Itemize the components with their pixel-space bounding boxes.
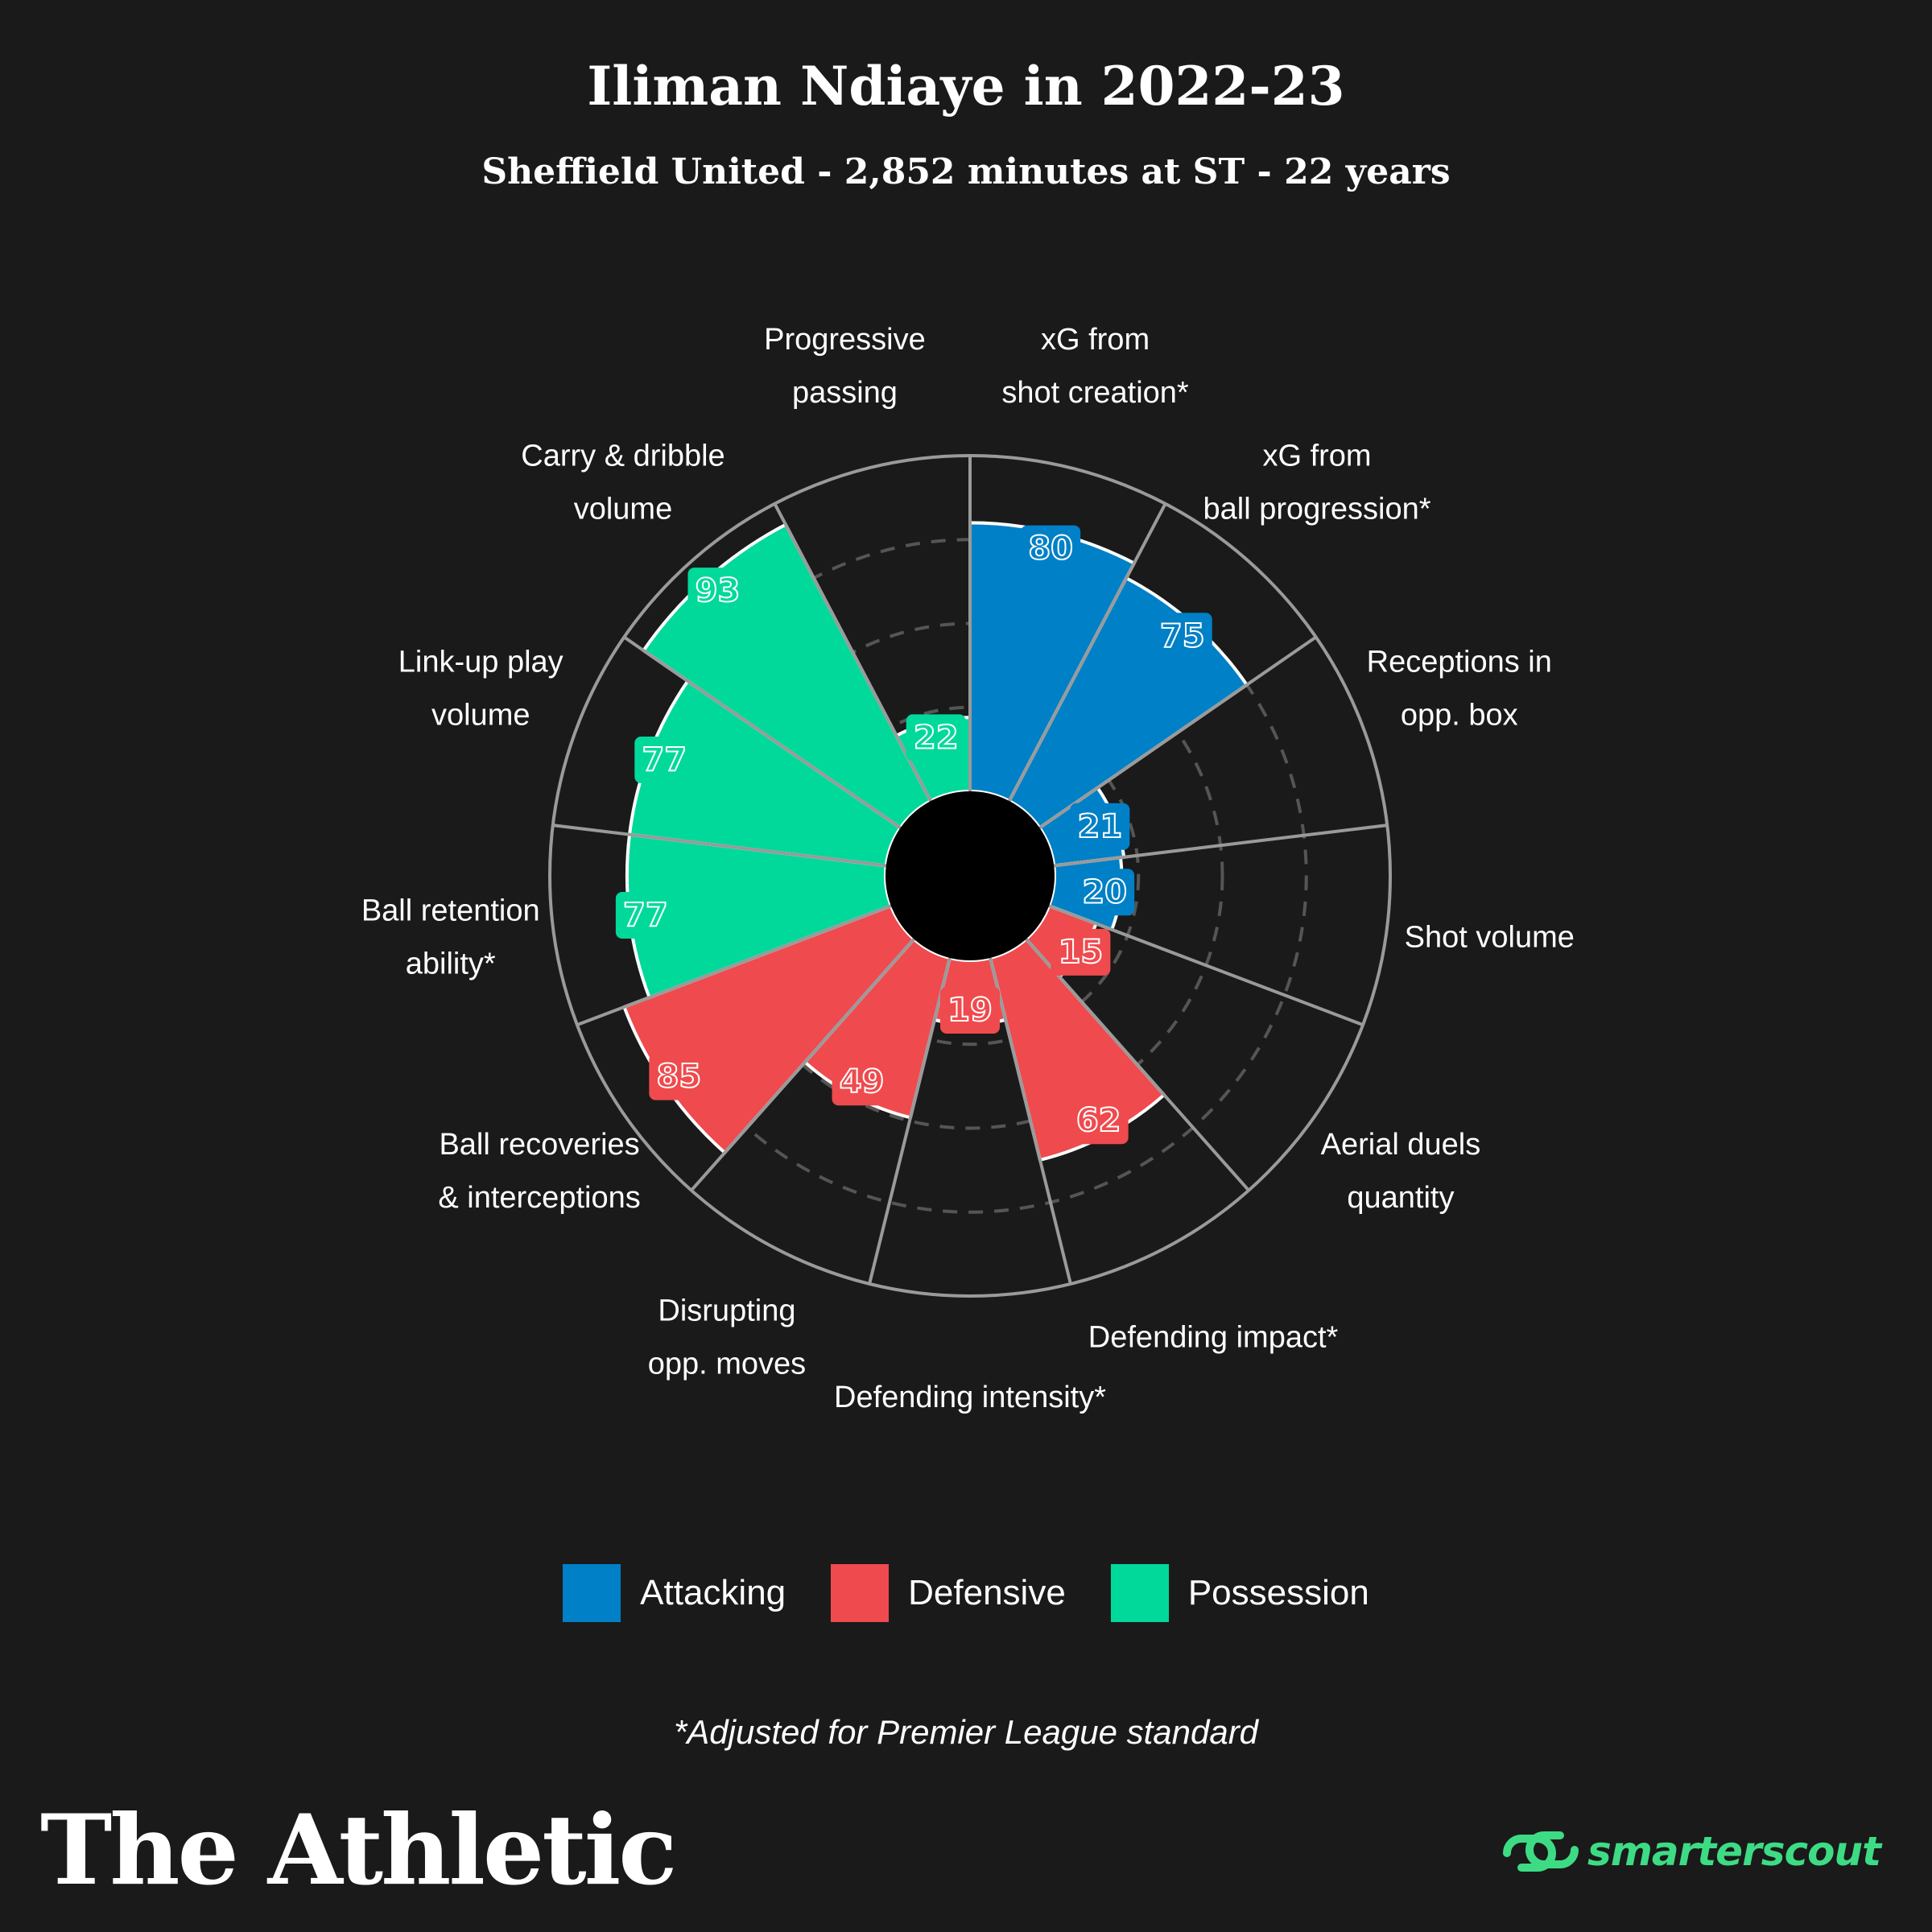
category-label-11: Link-up play volume (398, 646, 564, 733)
spoke-2 (1008, 502, 1167, 802)
value-badge-10 (615, 891, 675, 939)
value-label-7: 19 (947, 992, 993, 1029)
spoke-9 (690, 938, 915, 1192)
value-badge-12 (687, 568, 748, 615)
category-label-line: ball progression* (1203, 492, 1430, 526)
value-badge-9 (649, 1053, 709, 1100)
legend-label-defensive: Defensive (908, 1573, 1066, 1612)
value-label-2: 75 (1160, 617, 1205, 654)
spoke-7 (989, 957, 1072, 1285)
legend: Attacking Defensive Possession (0, 1564, 1932, 1622)
category-label-line: Carry & dribble (521, 439, 724, 473)
spoke-3 (1038, 635, 1317, 829)
category-label-line: & interceptions (438, 1181, 640, 1215)
value-badge-2 (1152, 613, 1212, 660)
value-label-3: 21 (1078, 808, 1123, 845)
category-label-10: Ball retention ability* (361, 894, 540, 980)
value-badge-8 (832, 1059, 892, 1106)
spoke-11 (552, 824, 887, 868)
category-label-line: xG from (1041, 323, 1150, 357)
category-label-6: Defending impact* (1088, 1321, 1339, 1355)
category-label-line: Ball retention (361, 894, 540, 927)
smarterscout-wordmark: smarterscout (1587, 1828, 1881, 1875)
category-label-line: Defending intensity* (834, 1381, 1106, 1414)
category-label-2: xG from ball progression* (1203, 439, 1430, 526)
category-label-line: ability* (406, 947, 496, 980)
value-label-1: 80 (1028, 530, 1073, 568)
value-badge-6 (1068, 1097, 1129, 1145)
value-badge-3 (1070, 803, 1130, 850)
legend-item-possession: Possession (1110, 1564, 1369, 1622)
category-label-4: Shot volume (1405, 920, 1575, 954)
spoke-5 (1048, 904, 1364, 1026)
value-label-6: 62 (1076, 1102, 1121, 1139)
legend-swatch-attacking (563, 1564, 621, 1622)
value-badge-11 (634, 736, 695, 783)
spoke-12 (623, 635, 902, 829)
category-label-9: Ball recoveries & interceptions (438, 1128, 640, 1215)
spoke-10 (576, 904, 892, 1026)
value-label-11: 77 (642, 741, 687, 778)
category-label-8: Disrupting opp. moves (648, 1294, 806, 1381)
category-label-7: Defending intensity* (834, 1381, 1106, 1414)
smarterscout-logo: smarterscout (1501, 1819, 1881, 1884)
category-label-1: xG from shot creation* (1001, 323, 1189, 410)
category-label-line: Receptions in (1367, 646, 1552, 679)
value-badge-13 (906, 714, 966, 762)
value-label-12: 93 (696, 572, 741, 609)
legend-item-defensive: Defensive (831, 1564, 1066, 1622)
legend-label-possession: Possession (1187, 1573, 1369, 1612)
category-label-3: Receptions in opp. box (1367, 646, 1552, 733)
category-label-line: opp. moves (648, 1348, 806, 1381)
category-label-line: Defending impact* (1088, 1321, 1339, 1355)
the-athletic-logo: The Athletic (40, 1794, 677, 1907)
value-label-8: 49 (840, 1063, 885, 1100)
category-label-line: quantity (1347, 1181, 1454, 1215)
category-label-line: volume (431, 699, 530, 733)
legend-swatch-defensive (831, 1564, 890, 1622)
category-label-line: Disrupting (658, 1294, 795, 1328)
center-hole (886, 791, 1055, 960)
category-label-line: xG from (1262, 439, 1371, 473)
spoke-13 (773, 502, 932, 802)
value-label-9: 85 (657, 1059, 702, 1096)
category-label-5: Aerial duels quantity (1321, 1128, 1481, 1215)
category-label-line: Ball recoveries (439, 1128, 639, 1162)
category-label-line: Shot volume (1405, 920, 1575, 954)
chart-subtitle: Sheffield United - 2,852 minutes at ST -… (481, 151, 1451, 192)
value-badge-5 (1051, 928, 1111, 976)
spoke-8 (868, 957, 952, 1285)
footnote: *Adjusted for Premier League standard (673, 1713, 1259, 1751)
category-label-line: Link-up play (398, 646, 564, 679)
category-label-line: Aerial duels (1321, 1128, 1481, 1162)
category-label-line: opp. box (1401, 699, 1518, 733)
category-label-12: Carry & dribble volume (521, 439, 724, 526)
value-badge-1 (1021, 525, 1081, 572)
category-label-line: passing (792, 376, 898, 410)
spoke-6 (1025, 938, 1250, 1192)
category-label-line: shot creation* (1001, 376, 1189, 410)
value-label-10: 77 (623, 897, 668, 934)
value-label-4: 20 (1082, 873, 1127, 910)
legend-item-attacking: Attacking (563, 1564, 786, 1622)
category-label-13: Progressive passing (764, 323, 926, 410)
value-badge-7 (940, 987, 1000, 1034)
smarterscout-icon (1503, 1831, 1579, 1872)
value-label-5: 15 (1059, 934, 1104, 971)
value-label-13: 22 (914, 719, 959, 756)
category-label-line: volume (574, 492, 673, 526)
category-label-line: Progressive (764, 323, 926, 357)
legend-label-attacking: Attacking (640, 1573, 786, 1612)
chart-title: Iliman Ndiaye in 2022-23 (587, 55, 1345, 118)
spoke-4 (1053, 824, 1388, 868)
value-badge-4 (1075, 869, 1135, 916)
legend-swatch-possession (1110, 1564, 1169, 1622)
